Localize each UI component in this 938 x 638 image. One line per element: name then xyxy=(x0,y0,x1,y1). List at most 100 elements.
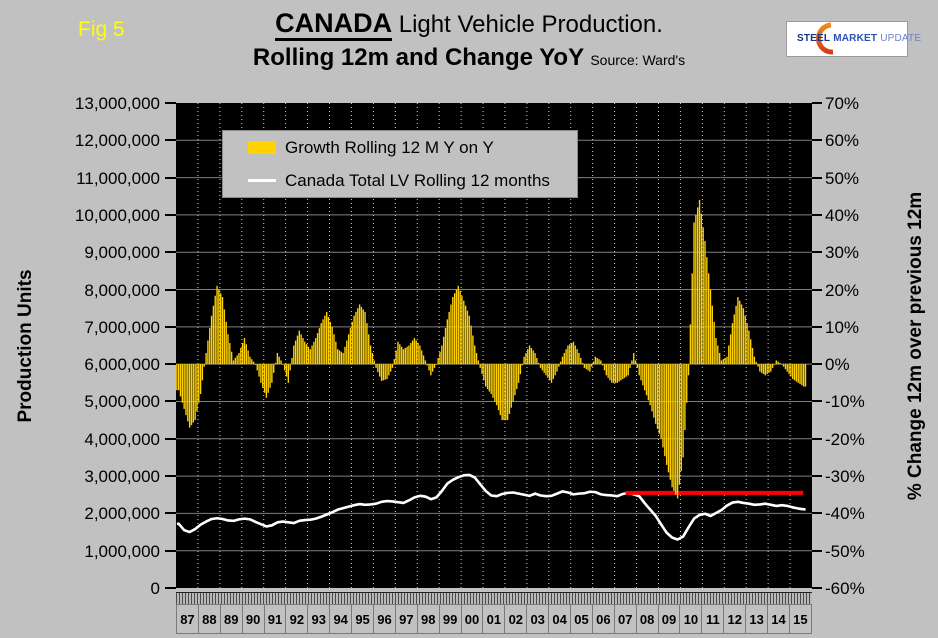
legend-label-production: Canada Total LV Rolling 12 months xyxy=(285,170,550,190)
x-axis-year-cell: 15 xyxy=(789,604,812,634)
logo-text: STEEL MARKET UPDATE xyxy=(797,33,921,44)
left-tick-mark xyxy=(165,512,176,515)
x-axis-year-cell: 99 xyxy=(439,604,462,634)
logo-word-steel: STEEL xyxy=(797,33,831,44)
legend-label-growth: Growth Rolling 12 M Y on Y xyxy=(285,137,494,157)
left-tick-label: 11,000,000 xyxy=(76,168,160,188)
left-tick-mark xyxy=(165,587,176,589)
left-tick-mark xyxy=(165,549,176,552)
left-tick-label: 5,000,000 xyxy=(84,392,160,412)
left-tick-mark xyxy=(165,288,176,291)
x-axis-year-cell: 87 xyxy=(176,604,199,634)
left-tick-mark xyxy=(165,102,176,104)
left-tick-mark xyxy=(165,325,176,328)
left-tick-label: 2,000,000 xyxy=(84,504,160,524)
left-tick-mark xyxy=(165,176,176,179)
x-axis-minor-ticks xyxy=(176,592,812,604)
source-note: Source: Ward's xyxy=(590,52,686,68)
x-axis-year-cell: 10 xyxy=(680,604,703,634)
x-axis-year-cell: 12 xyxy=(724,604,747,634)
x-axis-year-cell: 02 xyxy=(505,604,528,634)
right-tick-mark xyxy=(812,512,822,515)
logo-word-market: MARKET xyxy=(833,33,878,44)
x-axis-year-cell: 94 xyxy=(330,604,353,634)
right-tick-label: -60% xyxy=(825,579,865,598)
left-tick-label: 8,000,000 xyxy=(84,280,160,300)
x-axis-year-cell: 07 xyxy=(614,604,637,634)
x-axis-year-cell: 13 xyxy=(746,604,769,634)
chart-title: CANADA Light Vehicle Production. xyxy=(0,8,938,41)
steel-market-update-logo: STEEL MARKET UPDATE xyxy=(786,21,921,57)
left-tick-label: 0 xyxy=(150,579,160,598)
right-tick-label: 40% xyxy=(825,205,860,225)
x-axis-year-cell: 97 xyxy=(395,604,418,634)
x-axis-year-cell: 89 xyxy=(220,604,243,634)
right-tick-mark xyxy=(812,475,822,478)
left-tick-mark xyxy=(165,363,176,366)
x-axis-year-cell: 03 xyxy=(527,604,550,634)
logo-word-update: UPDATE xyxy=(880,33,922,44)
right-tick-mark xyxy=(812,288,822,291)
right-axis-title: % Change 12m over previous 12m xyxy=(905,191,926,501)
legend-line-swatch xyxy=(248,179,276,182)
right-tick-label: -30% xyxy=(825,467,865,487)
right-tick-mark xyxy=(812,251,822,254)
left-tick-label: 10,000,000 xyxy=(74,205,160,225)
right-tick-label: -20% xyxy=(825,429,865,449)
legend-bar-swatch xyxy=(248,141,276,154)
right-tick-label: 20% xyxy=(825,280,860,300)
x-axis-year-cell: 09 xyxy=(658,604,681,634)
left-tick-label: 7,000,000 xyxy=(84,317,160,337)
left-tick-mark xyxy=(165,139,176,142)
x-axis-year-cell: 96 xyxy=(374,604,396,634)
right-tick-label: 70% xyxy=(825,94,860,113)
right-tick-label: 0% xyxy=(825,355,850,375)
chart-subtitle-text: Rolling 12m and Change YoY xyxy=(252,44,584,71)
right-tick-mark xyxy=(812,176,822,179)
right-tick-mark xyxy=(812,363,822,366)
x-axis-year-cell: 98 xyxy=(417,604,440,634)
x-axis-year-cell: 08 xyxy=(636,604,659,634)
x-axis-year-cell: 92 xyxy=(286,604,309,634)
chart-title-country: CANADA xyxy=(275,8,393,41)
x-axis-year-cell: 11 xyxy=(702,604,725,634)
x-axis-year-cell: 14 xyxy=(768,604,790,634)
right-tick-mark xyxy=(812,549,822,552)
x-axis-year-labels: 87 88 89 90 91 92 93 94 95 96 97 98 99 00 01 02 03 04 05 06… xyxy=(176,604,812,634)
right-tick-label: 60% xyxy=(825,131,860,151)
x-axis-year-cell: 00 xyxy=(461,604,484,634)
logo-swoosh-icon xyxy=(816,22,834,55)
x-axis-year-cell: 88 xyxy=(198,604,221,634)
right-tick-mark xyxy=(812,213,822,216)
right-tick-mark xyxy=(812,102,822,104)
x-axis-year-cell: 05 xyxy=(571,604,593,634)
x-axis-year-cell: 95 xyxy=(352,604,375,634)
legend-item-growth: Growth Rolling 12 M Y on Y xyxy=(223,131,577,164)
left-tick-mark xyxy=(165,437,176,440)
right-tick-label: 30% xyxy=(825,243,860,263)
right-tick-label: 50% xyxy=(825,168,860,188)
x-axis-year-cell: 01 xyxy=(483,604,506,634)
legend-item-production: Canada Total LV Rolling 12 months xyxy=(223,164,577,197)
left-tick-label: 4,000,000 xyxy=(84,429,160,449)
right-tick-label: 10% xyxy=(825,317,860,337)
left-tick-label: 13,000,000 xyxy=(74,94,160,113)
left-tick-label: 6,000,000 xyxy=(84,355,160,375)
right-tick-label: -10% xyxy=(825,392,865,412)
figure-number: Fig 5 xyxy=(78,18,125,41)
left-tick-mark xyxy=(165,251,176,254)
right-tick-mark xyxy=(812,400,822,403)
x-axis-year-cell: 91 xyxy=(264,604,287,634)
left-tick-label: 3,000,000 xyxy=(84,467,160,487)
left-tick-label: 9,000,000 xyxy=(84,243,160,263)
left-tick-label: 12,000,000 xyxy=(74,131,160,151)
right-tick-label: -50% xyxy=(825,541,865,561)
chart-subtitle: Rolling 12m and Change YoY Source: Ward'… xyxy=(0,44,938,72)
right-tick-mark xyxy=(812,325,822,328)
x-axis-year-cell: 04 xyxy=(549,604,572,634)
x-axis-year-cell: 93 xyxy=(308,604,331,634)
chart-title-rest: Light Vehicle Production. xyxy=(392,11,663,38)
plot-area: Growth Rolling 12 M Y on Y Canada Total … xyxy=(176,103,812,588)
left-tick-label: 1,000,000 xyxy=(84,541,160,561)
